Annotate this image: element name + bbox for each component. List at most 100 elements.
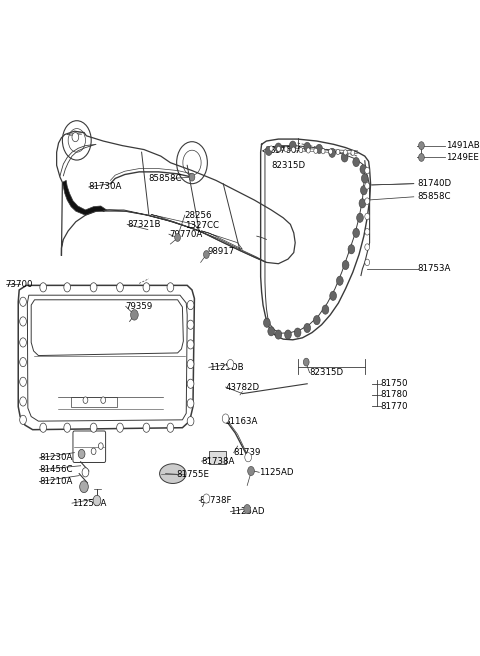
Circle shape — [20, 397, 26, 406]
Text: 81770: 81770 — [381, 401, 408, 411]
Circle shape — [143, 283, 150, 292]
Text: 79770A: 79770A — [169, 230, 202, 239]
Circle shape — [187, 399, 194, 408]
Circle shape — [20, 358, 26, 367]
Text: 79359: 79359 — [126, 302, 153, 311]
Circle shape — [365, 228, 370, 235]
Circle shape — [265, 146, 272, 155]
Circle shape — [291, 147, 295, 152]
Circle shape — [314, 148, 318, 154]
Circle shape — [304, 142, 311, 152]
Circle shape — [321, 148, 325, 154]
Text: 28256: 28256 — [185, 211, 212, 220]
Circle shape — [359, 199, 366, 208]
Circle shape — [20, 338, 26, 347]
Text: 81780: 81780 — [381, 390, 408, 400]
Circle shape — [203, 494, 210, 503]
Circle shape — [90, 283, 97, 292]
Circle shape — [303, 358, 309, 366]
Circle shape — [244, 504, 251, 514]
Circle shape — [365, 182, 370, 189]
Text: 81730A: 81730A — [89, 182, 122, 192]
Circle shape — [187, 379, 194, 388]
Text: 81753A: 81753A — [418, 264, 451, 274]
Circle shape — [365, 213, 370, 220]
Circle shape — [93, 495, 101, 506]
Circle shape — [419, 142, 424, 150]
Circle shape — [365, 167, 370, 174]
Circle shape — [285, 330, 291, 339]
Circle shape — [269, 146, 273, 151]
Circle shape — [101, 397, 106, 403]
Circle shape — [80, 481, 88, 493]
Circle shape — [20, 415, 26, 424]
Circle shape — [204, 251, 209, 258]
Text: 82315D: 82315D — [271, 161, 305, 170]
Circle shape — [117, 423, 123, 432]
Circle shape — [316, 144, 323, 154]
Circle shape — [143, 423, 150, 432]
Circle shape — [353, 157, 360, 167]
Circle shape — [40, 423, 47, 432]
Circle shape — [187, 359, 194, 369]
Text: 81750: 81750 — [381, 379, 408, 388]
Text: 85858C: 85858C — [418, 192, 451, 201]
Circle shape — [306, 148, 310, 153]
Circle shape — [330, 291, 336, 300]
Circle shape — [275, 143, 282, 152]
Text: 1249EE: 1249EE — [446, 153, 479, 162]
Circle shape — [82, 468, 89, 477]
Circle shape — [91, 448, 96, 455]
Text: 81230A: 81230A — [39, 453, 73, 462]
Circle shape — [357, 213, 363, 222]
Text: 81755E: 81755E — [177, 470, 210, 479]
Circle shape — [131, 310, 138, 320]
Circle shape — [83, 397, 88, 403]
Text: 85858C: 85858C — [149, 174, 182, 183]
Circle shape — [268, 327, 275, 336]
Circle shape — [341, 153, 348, 162]
Text: 1491AB: 1491AB — [446, 141, 480, 150]
Circle shape — [336, 150, 340, 155]
Circle shape — [245, 453, 252, 462]
Circle shape — [419, 154, 424, 161]
Circle shape — [284, 147, 288, 152]
Circle shape — [90, 423, 97, 432]
Text: 87321B: 87321B — [127, 220, 161, 229]
Circle shape — [289, 141, 296, 150]
Circle shape — [187, 417, 194, 426]
Text: 81456C: 81456C — [39, 465, 73, 474]
Text: 1125AD: 1125AD — [259, 468, 294, 477]
Circle shape — [294, 328, 301, 337]
Text: 81163A: 81163A — [224, 417, 258, 426]
Circle shape — [175, 234, 180, 241]
Circle shape — [187, 340, 194, 349]
Circle shape — [365, 198, 370, 205]
Circle shape — [276, 146, 280, 152]
Circle shape — [64, 423, 71, 432]
Circle shape — [360, 186, 367, 195]
Circle shape — [322, 305, 329, 314]
Circle shape — [313, 316, 320, 325]
Circle shape — [40, 283, 47, 292]
Circle shape — [20, 317, 26, 326]
Text: 73700: 73700 — [6, 279, 33, 289]
Circle shape — [264, 318, 270, 327]
Bar — [209, 451, 226, 464]
Circle shape — [329, 148, 336, 157]
Circle shape — [187, 300, 194, 310]
Text: 81740D: 81740D — [418, 179, 452, 188]
Circle shape — [72, 133, 79, 142]
Circle shape — [353, 228, 360, 237]
Circle shape — [248, 466, 254, 476]
Text: 43782D: 43782D — [226, 382, 260, 392]
Circle shape — [275, 330, 282, 339]
Circle shape — [344, 150, 348, 155]
Circle shape — [360, 165, 367, 174]
Circle shape — [187, 320, 194, 329]
Circle shape — [329, 149, 333, 154]
Circle shape — [227, 359, 234, 369]
Circle shape — [361, 174, 368, 183]
Circle shape — [64, 283, 71, 292]
Text: 81738F: 81738F — [199, 496, 232, 505]
